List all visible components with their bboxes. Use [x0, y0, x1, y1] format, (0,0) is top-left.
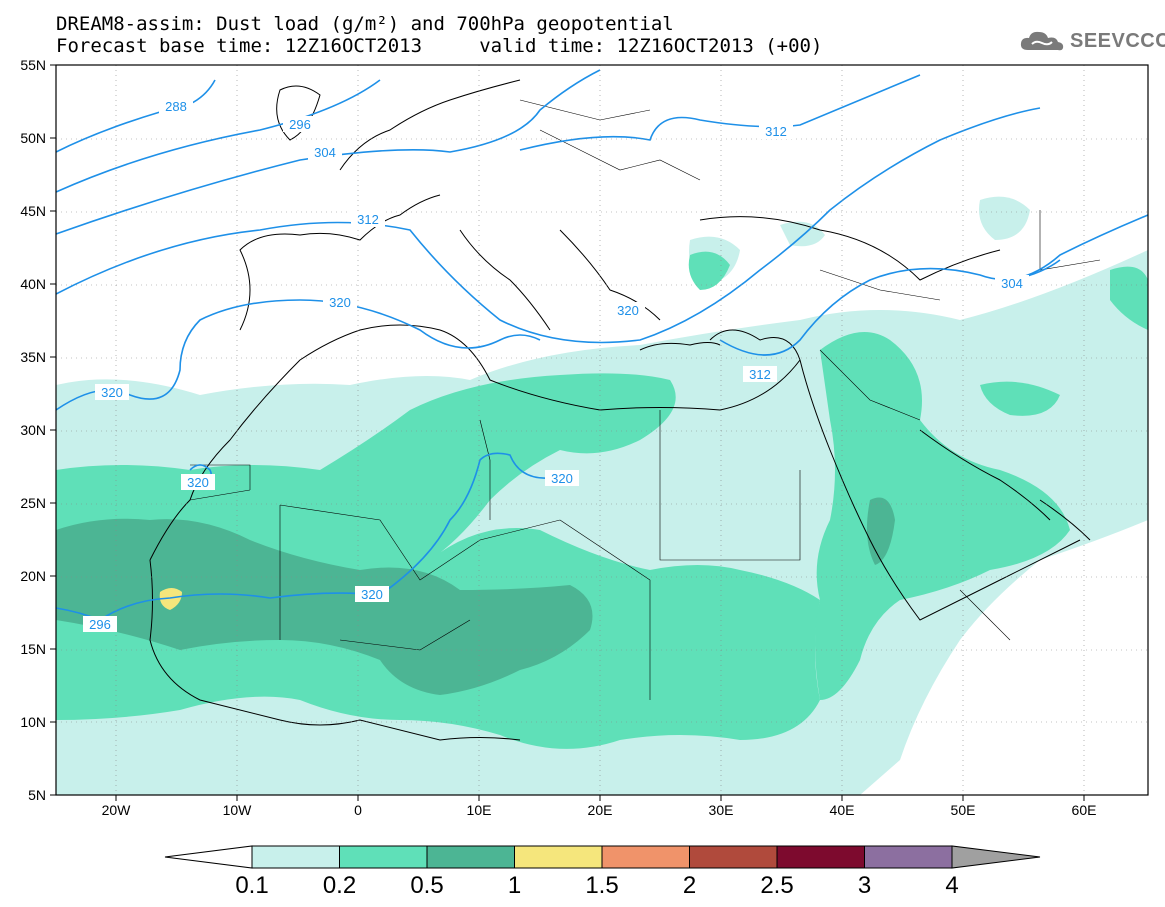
- colorbar-segment: [864, 845, 953, 869]
- lon-label: 20E: [588, 802, 613, 818]
- colorbar-segment: [339, 845, 428, 869]
- colorbar-segment: [601, 845, 690, 869]
- lon-label: 30E: [709, 802, 734, 818]
- colorbar-label: 0.5: [410, 872, 443, 899]
- contour-label: 304: [314, 145, 336, 160]
- contour-label-bg: [95, 384, 129, 400]
- lat-label: 45N: [20, 203, 46, 219]
- contour-label-bg: [545, 470, 579, 486]
- contour-label: 312: [749, 367, 771, 382]
- colorbar: 0.1 0.2 0.5 1 1.5 2 2.5 3 4: [164, 845, 1041, 899]
- dust-layer-1: [159, 588, 182, 610]
- colorbar-label: 2: [683, 872, 696, 899]
- contour-label: 320: [329, 295, 351, 310]
- colorbar-segment: [426, 845, 515, 869]
- contour-label: 320: [617, 303, 639, 318]
- colorbar-segment: [514, 845, 603, 869]
- contour-label-bg: [743, 366, 777, 382]
- geopotential-contours: [56, 69, 1148, 621]
- lat-label: 10N: [20, 714, 46, 730]
- contour-label-bg: [611, 302, 645, 318]
- colorbar-segment: [776, 845, 865, 869]
- contour-label-bg: [159, 98, 193, 114]
- contour-label: 288: [165, 99, 187, 114]
- contour-label: 296: [289, 117, 311, 132]
- contour-label: 320: [187, 475, 209, 490]
- lon-label: 20W: [102, 802, 132, 818]
- contour-label: 320: [101, 385, 123, 400]
- lon-label: 10E: [467, 802, 492, 818]
- lon-label: 60E: [1072, 802, 1097, 818]
- contour-label: 320: [361, 587, 383, 602]
- lat-label: 15N: [20, 641, 46, 657]
- lon-label: 10W: [223, 802, 253, 818]
- logo-text: SEEVCCC: [1070, 29, 1165, 52]
- contour-label-bg: [355, 586, 389, 602]
- gridlines: [56, 65, 1148, 795]
- lat-label: 35N: [20, 349, 46, 365]
- dust-layer-0.2: [56, 251, 1148, 749]
- lat-label: 40N: [20, 276, 46, 292]
- chart-title: DREAM8-assim: Dust load (g/m²) and 700hP…: [56, 13, 674, 35]
- contour-label-bg: [83, 616, 117, 632]
- lat-label: 30N: [20, 422, 46, 438]
- colorbar-label: 1: [508, 872, 521, 899]
- contour-label-bg: [759, 123, 793, 139]
- contour-label: 312: [765, 124, 787, 139]
- lat-label: 50N: [20, 130, 46, 146]
- contour-label-bg: [283, 116, 317, 132]
- forecast-time-line: Forecast base time: 12Z16OCT2013 valid t…: [56, 35, 823, 57]
- lat-label: 55N: [20, 57, 46, 73]
- lat-label: 5N: [28, 787, 46, 803]
- colorbar-label: 4: [945, 872, 958, 899]
- colorbar-segment: [251, 845, 340, 869]
- lon-label: 0: [354, 802, 362, 818]
- colorbar-label: 1.5: [585, 872, 618, 899]
- contour-label-bg: [995, 275, 1029, 291]
- colorbar-high-arrow: [951, 845, 1041, 869]
- contour-label: 320: [551, 471, 573, 486]
- contour-label-bg: [351, 211, 385, 227]
- contour-label-bg: [181, 474, 215, 490]
- colorbar-label: 0.2: [323, 872, 356, 899]
- contour-label: 312: [357, 212, 379, 227]
- seevccc-logo: SEEVCCC: [1018, 26, 1165, 56]
- longitude-labels: 20W 10W 0 10E 20E 30E 40E 50E 60E: [102, 795, 1097, 818]
- contour-label: 304: [1001, 276, 1023, 291]
- contour-label-bg: [308, 144, 342, 160]
- colorbar-segment: [689, 845, 778, 869]
- contour-label-bg: [323, 294, 357, 310]
- colorbar-label: 0.1: [235, 872, 268, 899]
- colorbar-label: 3: [858, 872, 871, 899]
- cloud-icon: [1020, 31, 1064, 51]
- lat-label: 20N: [20, 568, 46, 584]
- lon-label: 40E: [830, 802, 855, 818]
- colorbar-label: 2.5: [760, 872, 793, 899]
- lat-label: 25N: [20, 495, 46, 511]
- colorbar-low-arrow: [164, 845, 253, 869]
- latitude-labels: 55N 50N 45N 40N 35N 30N 25N 20N 15N 10N 5N: [20, 57, 56, 803]
- contour-label: 296: [89, 617, 111, 632]
- lon-label: 50E: [951, 802, 976, 818]
